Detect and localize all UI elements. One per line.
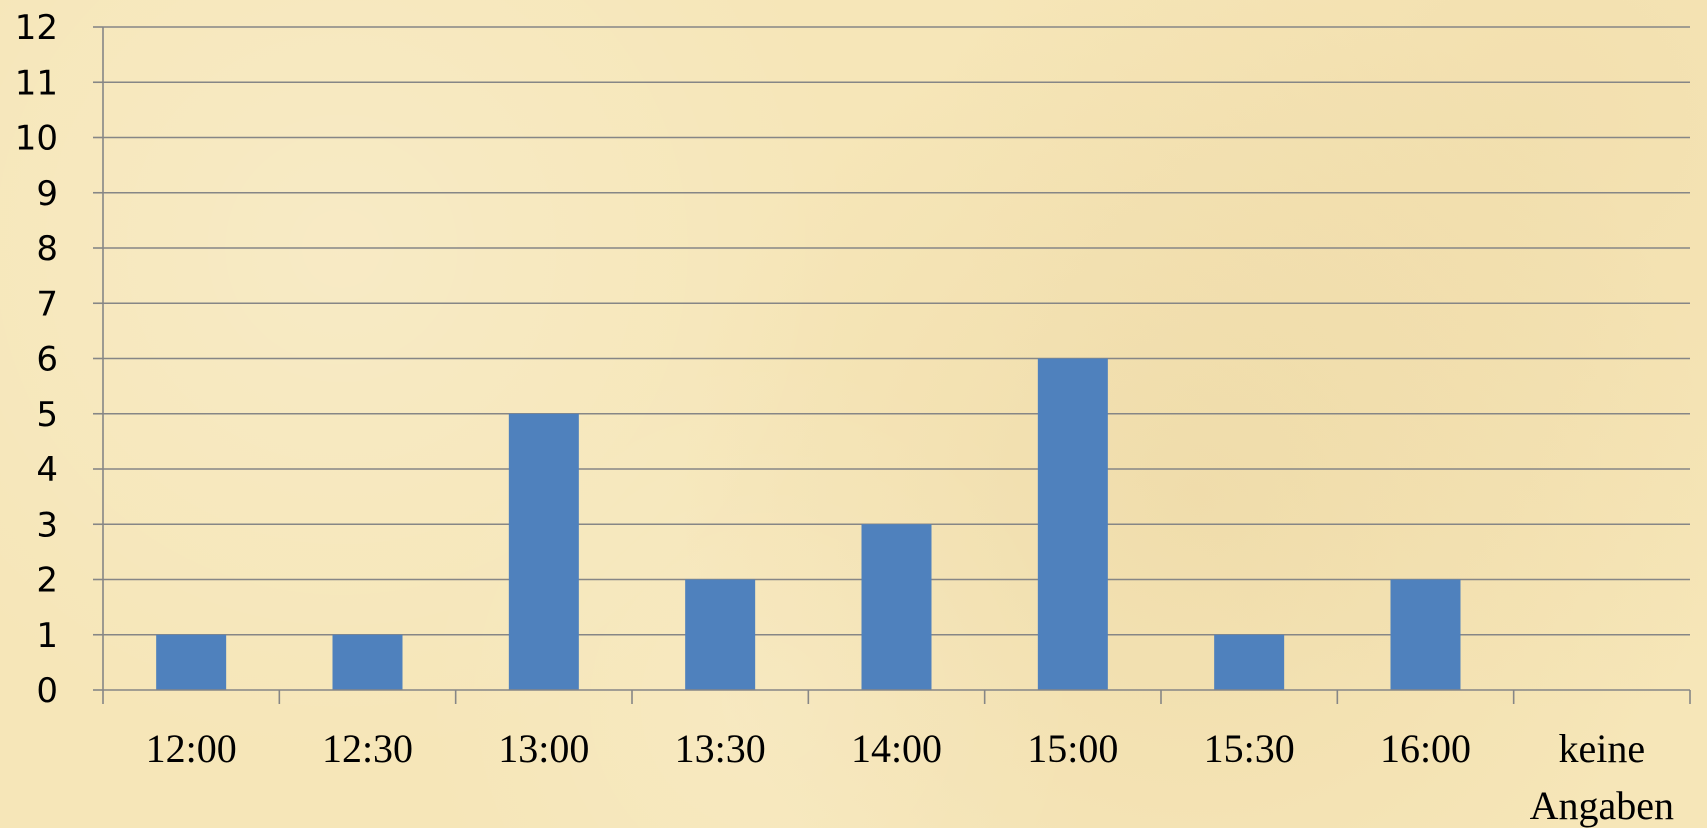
y-tick-label: 8 <box>36 229 58 269</box>
x-tick-label: 13:00 <box>498 726 589 771</box>
bar-14-00 <box>861 524 932 690</box>
y-tick-label: 10 <box>15 119 58 159</box>
x-tick-label: 13:30 <box>675 726 766 771</box>
axes <box>93 26 1691 704</box>
bar-13-30 <box>685 579 756 690</box>
bar-15-00 <box>1037 358 1108 690</box>
bars <box>156 358 1461 690</box>
x-tick-label: 14:00 <box>851 726 942 771</box>
x-tick-label: 15:00 <box>1027 726 1118 771</box>
y-tick-label: 3 <box>36 505 58 545</box>
x-tick-label: 12:30 <box>322 726 413 771</box>
bar-12-30 <box>332 634 403 690</box>
y-tick-label: 7 <box>36 284 58 324</box>
bar-13-00 <box>508 413 579 690</box>
y-tick-label: 5 <box>36 395 58 435</box>
x-tick-label: 15:30 <box>1204 726 1295 771</box>
gridlines <box>103 26 1690 636</box>
y-tick-label: 11 <box>15 63 58 103</box>
x-tick-labels: 12:00 12:30 13:00 13:30 14:00 15:00 15:30 16:00… <box>146 726 1674 828</box>
y-tick-label: 6 <box>36 340 58 380</box>
y-tick-label: 4 <box>36 450 58 490</box>
x-tick-label: 16:00 <box>1380 726 1471 771</box>
x-tick-label: 12:00 <box>146 726 237 771</box>
y-tick-label: 1 <box>36 616 58 656</box>
bar-15-30 <box>1214 634 1285 690</box>
y-tick-label: 0 <box>36 671 58 711</box>
bar-12-00 <box>156 634 227 690</box>
y-tick-label: 2 <box>36 561 58 601</box>
y-tick-label: 9 <box>36 174 58 214</box>
bar-16-00 <box>1390 579 1461 690</box>
x-tick-label: keine Angaben <box>1530 726 1674 828</box>
y-tick-label: 12 <box>15 8 58 48</box>
